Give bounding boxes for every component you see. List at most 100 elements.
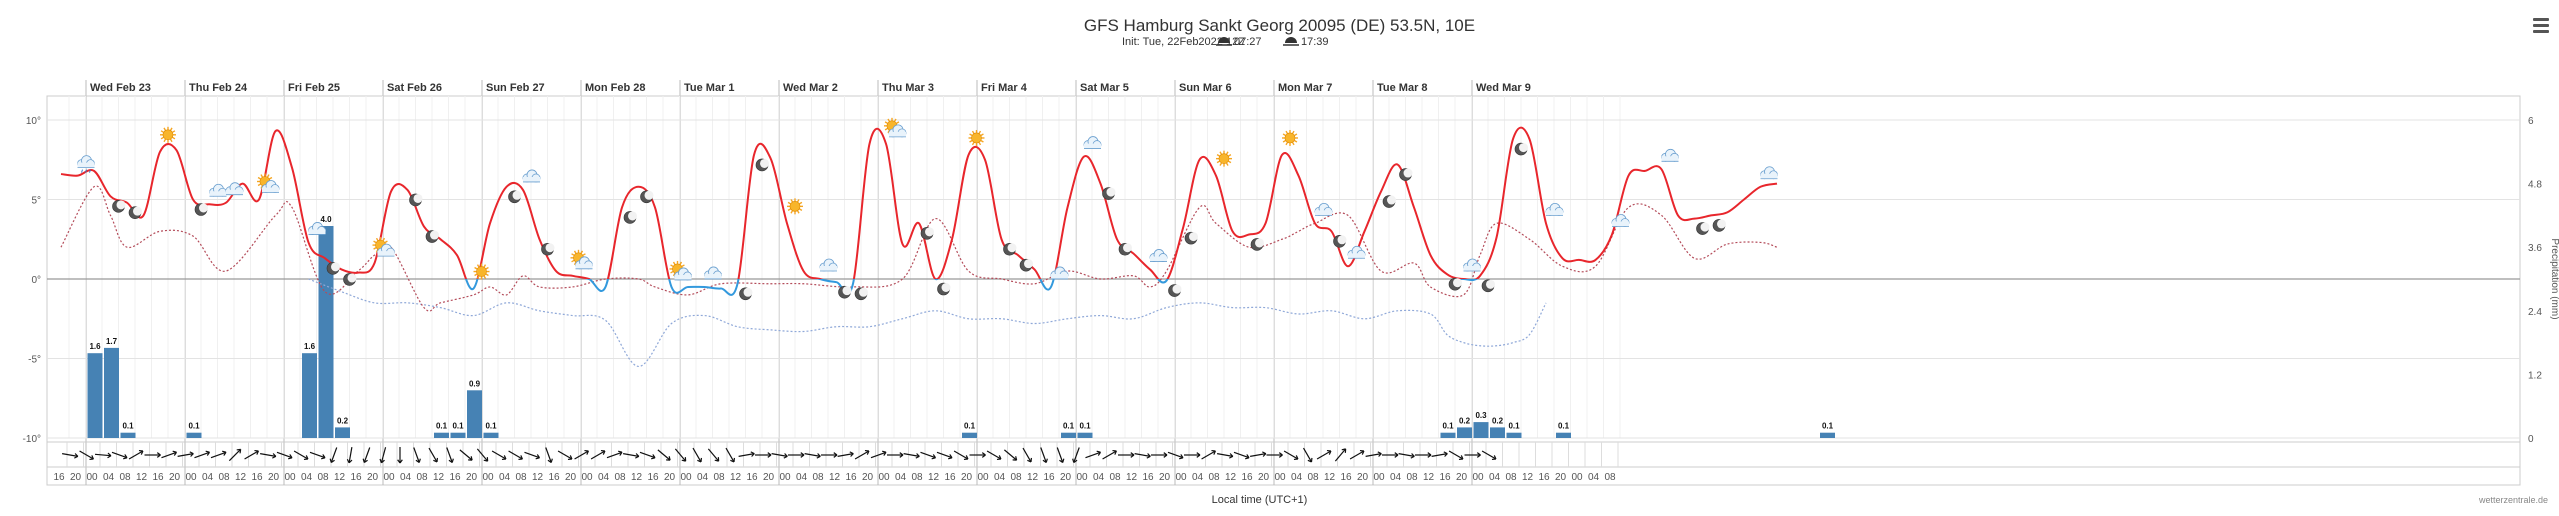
precip-bar (1506, 432, 1522, 438)
sun-icon (968, 129, 985, 146)
hour-tick-label: 20 (565, 472, 577, 483)
wind-arrow (1334, 448, 1347, 462)
wind-arrow (1283, 450, 1299, 461)
precip-label: 0.1 (485, 422, 497, 431)
hour-tick-label: 04 (202, 472, 214, 483)
hour-tick-label: 12 (1324, 472, 1336, 483)
wind-arrow (1382, 452, 1399, 458)
wind-arrow (194, 450, 211, 459)
hour-tick-label: 20 (1456, 472, 1468, 483)
cloud-icon (1661, 148, 1679, 162)
sun-icon (473, 263, 490, 280)
moon-icon (623, 211, 637, 224)
wind-arrow (260, 453, 277, 459)
hour-tick-label: 04 (796, 472, 808, 483)
hour-tick-label: 12 (1423, 472, 1435, 483)
sunrise-icon (1216, 37, 1232, 46)
wind-arrow (1431, 451, 1448, 457)
hour-tick-label: 20 (268, 472, 280, 483)
moon-icon (1333, 235, 1347, 248)
wind-arrow (1201, 449, 1216, 460)
precip-label: 0.1 (1063, 422, 1075, 431)
cloud-icon (1149, 249, 1168, 262)
hour-tick-label: 20 (1555, 472, 1567, 483)
hour-tick-label: 00 (1472, 472, 1484, 483)
wind-arrow (459, 449, 473, 461)
hour-tick-label: 00 (86, 472, 98, 483)
moon-icon (1118, 242, 1132, 256)
sunset-time: 17:39 (1301, 36, 1329, 48)
hour-tick-label: 00 (1175, 472, 1187, 483)
hour-tick-label: 04 (598, 472, 610, 483)
wind-arrow (62, 453, 79, 459)
sunrise-time: 07:27 (1234, 36, 1262, 48)
y-tick-label: 0° (31, 275, 41, 286)
y-tick-label: -5° (28, 355, 41, 366)
wind-arrow (1217, 453, 1234, 459)
hour-tick-label: 00 (1274, 472, 1286, 483)
wind-arrow (837, 451, 854, 457)
hour-tick-label: 04 (1489, 472, 1501, 483)
hour-tick-label: 00 (383, 472, 395, 483)
moon-icon (1514, 142, 1528, 156)
wind-arrow (524, 451, 541, 460)
moon-icon (1168, 284, 1182, 297)
day-label: Tue Mar 1 (684, 82, 735, 94)
y2-tick-label: 6 (2528, 116, 2534, 127)
sun-icon (160, 126, 176, 143)
precip-bar (186, 432, 202, 438)
sun-cloud-icon (257, 173, 280, 193)
hour-tick-label: 08 (317, 472, 329, 483)
day-label: Thu Feb 24 (189, 82, 248, 94)
wind-arrow (1056, 447, 1065, 464)
wind-arrow (1233, 451, 1250, 460)
cloud-icon (1314, 202, 1333, 216)
wind-arrow (476, 448, 489, 462)
moon-icon (343, 273, 357, 286)
wind-arrow (1266, 452, 1283, 458)
day-label: Fri Feb 25 (288, 82, 340, 94)
precip-bar (1457, 427, 1472, 438)
sun-icon (787, 198, 803, 215)
moon-icon (937, 282, 951, 296)
hour-tick-label: 20 (1357, 472, 1369, 483)
hour-tick-label: 00 (1571, 472, 1583, 483)
wind-arrow (623, 453, 640, 459)
y-tick-label: -10° (23, 434, 41, 445)
hour-tick-label: 04 (301, 472, 313, 483)
wind-arrow (788, 452, 805, 458)
rain-cloud-icon (77, 155, 95, 173)
hour-tick-label: 00 (878, 472, 890, 483)
hour-tick-label: 20 (1258, 472, 1270, 483)
precip-bar (302, 353, 317, 438)
menu-icon[interactable] (2533, 18, 2549, 33)
precip-bar (467, 390, 482, 438)
wind-arrow (428, 447, 439, 463)
wind-arrow (639, 451, 656, 460)
wind-arrow (1134, 453, 1151, 459)
wind-arrow (870, 450, 887, 459)
precip-bar (483, 432, 499, 438)
moon-icon (838, 285, 852, 299)
wind-arrow (362, 447, 371, 464)
hour-tick-label: 08 (515, 472, 527, 483)
hour-tick-label: 00 (977, 472, 989, 483)
precip-bar (1820, 432, 1835, 438)
y2-tick-label: 3.6 (2528, 243, 2542, 254)
hour-tick-label: 00 (284, 472, 296, 483)
day-label: Tue Mar 8 (1377, 82, 1428, 94)
wind-arrow (79, 450, 94, 461)
hour-tick-label: 20 (1159, 472, 1171, 483)
day-label: Mon Feb 28 (585, 82, 646, 94)
moon-icon (755, 158, 769, 172)
wind-arrow (755, 452, 772, 458)
precip-label: 1.6 (89, 342, 101, 351)
sunset-icon (1283, 37, 1299, 46)
sun-icon (1216, 150, 1232, 167)
cloud-icon (704, 266, 722, 280)
day-label: Fri Mar 4 (981, 82, 1028, 94)
wind-arrow (210, 450, 227, 459)
precip-bar (87, 353, 103, 438)
wind-arrow (309, 451, 326, 460)
